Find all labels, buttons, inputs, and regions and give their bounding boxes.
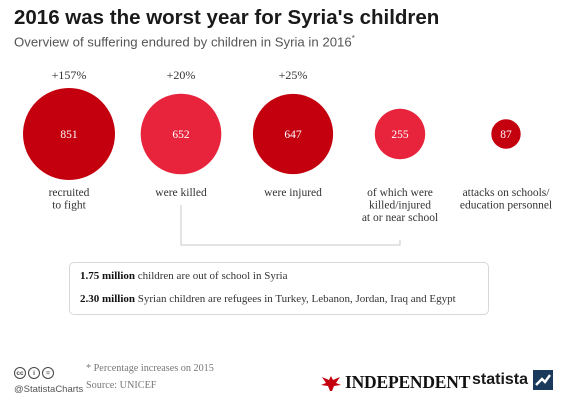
- category-label: education personnel: [460, 200, 552, 212]
- info-text: children are out of school in Syria: [137, 270, 288, 282]
- category-label: to fight: [52, 200, 86, 212]
- info-amount: 2.30 million: [80, 293, 136, 305]
- info-row-out-of-school: 1.75 million children are out of school …: [80, 270, 287, 282]
- bracket-connector: [180, 205, 401, 246]
- footnote: * Percentage increases on 2015: [86, 363, 214, 374]
- bubble-2: [252, 93, 334, 175]
- statista-handle: @StatistaCharts: [14, 384, 84, 395]
- bubble-3: [374, 108, 426, 160]
- bubble-value-label: 255: [391, 129, 409, 141]
- category-label: attacks on schools/: [463, 187, 551, 199]
- license-icons: cc i =: [14, 367, 54, 379]
- info-box: 1.75 million children are out of school …: [69, 262, 489, 315]
- independent-wordmark: INDEPENDENT: [345, 372, 471, 392]
- category-label: at or near school: [362, 212, 438, 224]
- change-label: +157%: [52, 68, 87, 82]
- bubble-value-label: 652: [172, 129, 190, 141]
- info-row-refugees: 2.30 million Syrian children are refugee…: [80, 293, 456, 305]
- info-amount: 1.75 million: [80, 270, 136, 282]
- statista-wordmark: statista: [472, 371, 529, 388]
- statista-logo: statista: [472, 370, 554, 390]
- category-label: were killed: [155, 187, 207, 199]
- chart-title: 2016 was the worst year for Syria's chil…: [14, 6, 440, 29]
- category-label: of which were: [367, 187, 433, 199]
- subtitle-footnote-mark: *: [351, 34, 355, 43]
- independent-logo: INDEPENDENT: [320, 372, 470, 393]
- bubble-4: [491, 119, 521, 149]
- change-label: +20%: [167, 68, 196, 82]
- no-derivatives-icon: =: [42, 367, 54, 379]
- bubble-1: [140, 93, 222, 175]
- category-label: were injured: [264, 187, 322, 199]
- chart-subtitle: Overview of suffering endured by childre…: [14, 34, 355, 49]
- attribution-icon: i: [28, 367, 40, 379]
- bubble-value-label: 647: [284, 129, 302, 141]
- bubble-0: [23, 88, 115, 180]
- bubble-value-label: 851: [60, 129, 78, 141]
- category-label: killed/injured: [369, 200, 431, 212]
- info-text: Syrian children are refugees in Turkey, …: [137, 293, 456, 305]
- eagle-icon: [321, 375, 341, 391]
- change-label: +25%: [279, 68, 308, 82]
- creative-commons-icon: cc: [14, 367, 26, 379]
- source-note: Source: UNICEF: [86, 380, 157, 391]
- subtitle-text: Overview of suffering endured by childre…: [14, 34, 352, 50]
- category-label: recruited: [49, 187, 90, 199]
- statista-mark-icon: [533, 370, 554, 390]
- bubble-value-label: 87: [500, 129, 512, 141]
